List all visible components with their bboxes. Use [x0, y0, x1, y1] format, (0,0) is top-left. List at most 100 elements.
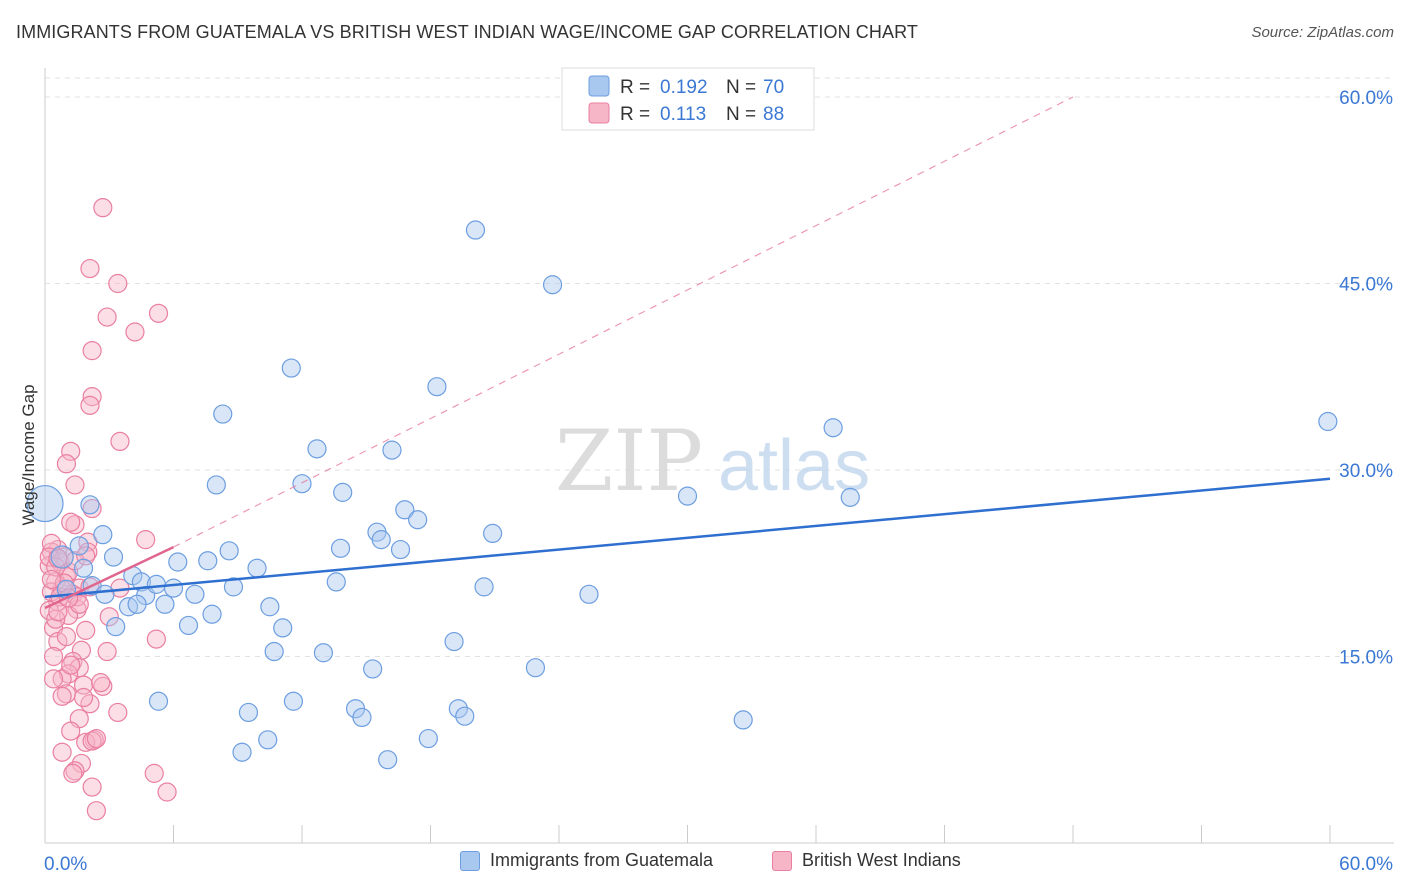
- bottom-legend-swatch-blue: [460, 850, 480, 871]
- guatemala-point-29: [292, 474, 312, 494]
- guatemala-point-66: [232, 742, 252, 762]
- guatemala-point-12: [106, 617, 126, 637]
- bwi-point-53: [157, 782, 177, 802]
- bwi-point-10: [61, 441, 81, 461]
- guatemala-point-21: [213, 404, 233, 424]
- guatemala-point-68: [219, 541, 239, 561]
- bwi-point-0: [93, 198, 113, 218]
- x-tick-labels: 0.0% 60.0%: [44, 854, 1393, 875]
- bwi-point-55: [146, 629, 166, 649]
- bwi-point-1: [108, 273, 128, 294]
- guatemala-point-14: [146, 574, 166, 594]
- bottom-legend-label-guatemala: Immigrants from Guatemala: [490, 850, 714, 870]
- guatemala-point-49: [455, 706, 475, 726]
- bwi-point-81: [86, 728, 107, 749]
- guatemala-point-44: [408, 510, 428, 530]
- guatemala-point-57: [733, 710, 753, 730]
- guatemala-point-27: [281, 358, 301, 378]
- guatemala-point-33: [330, 538, 351, 558]
- guatemala-point-62: [93, 525, 113, 545]
- guatemala-point-41: [382, 440, 402, 460]
- guatemala-point-28: [283, 691, 304, 711]
- bwi-point-57: [136, 530, 156, 550]
- legend-n-value-1: 70: [763, 77, 784, 98]
- bwi-point-73: [43, 669, 64, 689]
- legend-r-label-2: R =: [620, 104, 650, 125]
- guatemala-point-36: [352, 707, 372, 728]
- guatemala-point-69: [163, 578, 184, 598]
- trend-line-blue: [44, 477, 1331, 599]
- source-label: Source: ZipAtlas.com: [1251, 24, 1394, 41]
- guatemala-point-67: [238, 702, 259, 723]
- y-axis-label: Wage/Income Gap: [19, 384, 38, 525]
- bwi-point-51: [144, 763, 164, 783]
- guatemala-point-24: [260, 597, 280, 617]
- guatemala-point-63: [127, 594, 147, 614]
- bottom-legend-label-bwi: British West Indians: [802, 850, 961, 870]
- guatemala-point-34: [333, 482, 353, 502]
- watermark: ZIP atlas: [555, 412, 870, 510]
- legend: R = 0.192 N = 70 R = 0.113 N = 88: [561, 67, 815, 131]
- bwi-point-84: [41, 569, 62, 590]
- bwi-point-45: [61, 721, 81, 741]
- guatemala-point-53: [525, 658, 546, 678]
- guatemala-point-15: [168, 552, 188, 572]
- legend-r-value-1: 0.192: [660, 77, 708, 98]
- bwi-point-54: [86, 801, 107, 821]
- series-immigrants-from-guatemala: [26, 220, 1338, 770]
- guatemala-point-5: [73, 558, 94, 578]
- bwi-point-33: [97, 641, 117, 662]
- guatemala-point-51: [474, 577, 494, 597]
- trend-line-pink: [44, 545, 175, 610]
- guatemala-point-50: [465, 220, 486, 240]
- y-tick-label-2: 45.0%: [1339, 275, 1393, 296]
- guatemala-point-23: [247, 558, 267, 578]
- guatemala-point-31: [313, 643, 334, 663]
- guatemala-point-48: [448, 699, 468, 719]
- guatemala-point-54: [542, 275, 563, 295]
- guatemala-point-39: [371, 530, 391, 550]
- bwi-point-3: [80, 258, 100, 279]
- guatemala-point-1: [50, 545, 74, 569]
- guatemala-point-46: [427, 377, 447, 397]
- guatemala-point-45: [418, 728, 438, 749]
- bwi-point-34: [43, 646, 64, 667]
- bwi-point-62: [46, 609, 66, 629]
- bwi-point-5: [125, 322, 145, 342]
- bwi-point-11: [56, 454, 77, 474]
- guatemala-point-8: [103, 547, 124, 567]
- guatemala-point-59: [840, 487, 860, 507]
- guatemala-point-64: [258, 730, 278, 750]
- guatemala-point-7: [95, 584, 115, 604]
- guatemala-point-4: [80, 495, 100, 515]
- guatemala-point-61: [185, 584, 205, 604]
- guatemala-point-65: [148, 691, 169, 711]
- bwi-point-12: [65, 475, 85, 495]
- bwi-point-48: [52, 742, 72, 762]
- bottom-legend: Immigrants from Guatemala British West I…: [0, 850, 1406, 880]
- y-tick-label-1: 30.0%: [1339, 461, 1393, 482]
- guatemala-point-56: [677, 486, 698, 506]
- guatemala-point-16: [155, 594, 175, 614]
- guatemala-point-55: [579, 584, 599, 604]
- bottom-legend-swatch-pink: [772, 850, 792, 871]
- legend-n-label-1: N =: [726, 77, 756, 98]
- guatemala-point-26: [273, 618, 293, 638]
- bwi-point-80: [63, 763, 83, 783]
- legend-n-value-2: 88: [763, 104, 784, 125]
- guatemala-point-60: [1318, 411, 1338, 432]
- bwi-point-4: [97, 307, 117, 327]
- guatemala-point-47: [444, 631, 464, 652]
- guatemala-point-42: [390, 539, 411, 560]
- legend-n-label-2: N =: [726, 104, 756, 125]
- y-tick-labels: 15.0% 30.0% 45.0% 60.0%: [1339, 88, 1393, 669]
- guatemala-point-18: [198, 551, 218, 571]
- guatemala-point-37: [363, 659, 383, 679]
- bwi-point-71: [91, 673, 111, 693]
- guatemala-point-30: [307, 439, 327, 459]
- guatemala-point-58: [823, 418, 843, 438]
- legend-r-value-2: 0.113: [660, 104, 706, 125]
- bwi-point-50: [65, 761, 85, 781]
- guatemala-point-52: [483, 523, 503, 544]
